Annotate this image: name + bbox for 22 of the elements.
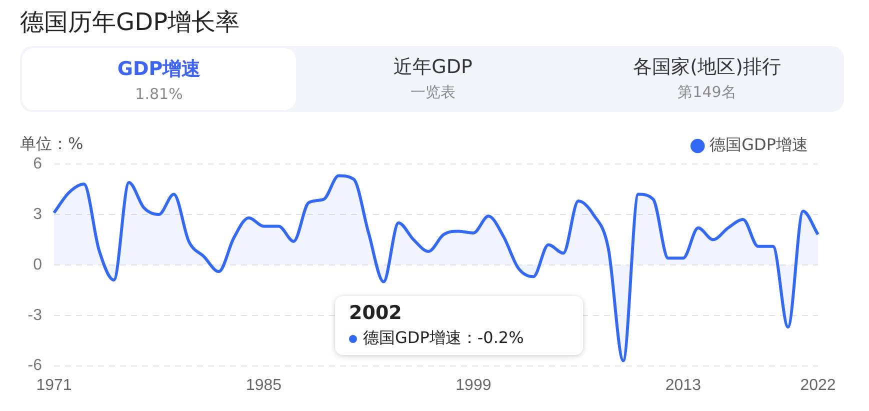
x-tick-label: 2013: [665, 376, 702, 394]
annotation: 德国GDP增速：-0.2%: [363, 328, 524, 347]
legend-label: 德国GDP增速: [710, 135, 808, 154]
text: 各国家(地区)排行: [632, 55, 782, 80]
text: GDP增速: [116, 57, 202, 82]
x-tick-label: 1985: [246, 376, 282, 394]
tooltip-card: 2002 德国GDP增速：-0.2%: [335, 296, 583, 355]
x-tick-label: 1999: [456, 376, 492, 394]
text: 1.81%: [134, 85, 184, 103]
y-tick-label: 3: [33, 206, 42, 223]
text: 近年GDP: [392, 55, 474, 80]
annotation: 2002: [349, 302, 403, 324]
y-tick-label: 0: [33, 256, 42, 274]
y-axis-title: 单位：%: [20, 134, 84, 155]
text: 第149名: [676, 83, 738, 102]
text: 一览表: [410, 83, 456, 102]
x-tick-label: 1971: [36, 376, 72, 394]
chart-title: 德国历年GDP增长率: [20, 7, 240, 38]
y-tick-label: -6: [28, 357, 42, 374]
y-tick-label: 6: [33, 155, 42, 172]
x-tick-label: 2022: [800, 376, 836, 394]
y-tick-label: -3: [28, 306, 42, 324]
